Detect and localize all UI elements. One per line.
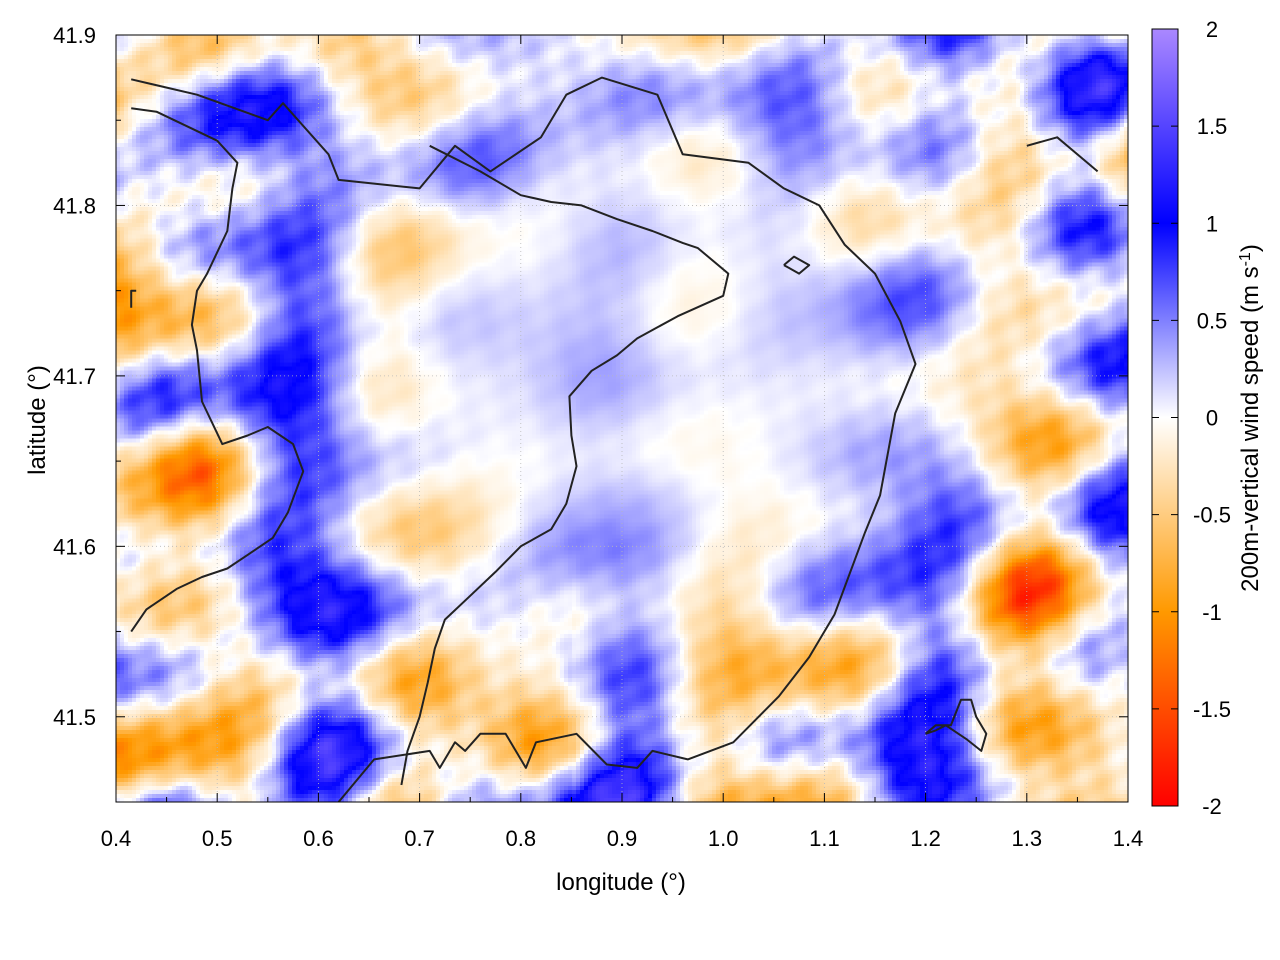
- contour-line: [783, 255, 811, 275]
- x-tick-label: 1.4: [1113, 826, 1144, 851]
- contour-lines: [130, 76, 1099, 802]
- colorbar-tick-label: -1: [1202, 600, 1222, 625]
- x-tick-label: 0.6: [303, 826, 334, 851]
- y-tick-label: 41.9: [53, 23, 96, 48]
- heatmap-field: [116, 35, 1128, 802]
- x-tick-label: 1.3: [1012, 826, 1043, 851]
- x-tick-label: 0.4: [101, 826, 132, 851]
- x-tick-label: 0.9: [607, 826, 638, 851]
- x-axis: 0.4 0.5 0.6 0.7 0.8 0.9 1.0 1.1 1.2 1.3 1.4: [101, 35, 1144, 851]
- heatmap-canvas: [116, 35, 1128, 802]
- colorbar-tick-label: -1.5: [1193, 697, 1231, 722]
- contour-line: [400, 144, 730, 786]
- colorbar-title-superscript: -1: [1237, 252, 1254, 266]
- colorbar-tick-label: -2: [1202, 794, 1222, 819]
- colorbar-tick-label: 0.5: [1197, 308, 1228, 333]
- x-tick-label: 1.0: [708, 826, 739, 851]
- y-tick-label: 41.7: [53, 364, 96, 389]
- x-tick-label: 1.2: [910, 826, 941, 851]
- y-tick-label: 41.8: [53, 193, 96, 218]
- colorbar-title-close: ): [1237, 244, 1264, 252]
- colorbar-title: 200m-vertical wind speed (m s-1): [1237, 244, 1265, 592]
- x-tick-label: 0.7: [404, 826, 435, 851]
- contour-line: [130, 289, 137, 308]
- colorbar-tick-label: 1: [1206, 211, 1218, 236]
- contour-line: [924, 698, 988, 752]
- x-tick-label: 0.8: [506, 826, 537, 851]
- x-tick-label: 0.5: [202, 826, 233, 851]
- contour-line: [130, 107, 305, 633]
- y-axis: 41.5 41.6 41.7 41.8 41.9: [53, 23, 1128, 730]
- y-tick-label: 41.6: [53, 534, 96, 559]
- contour-line: [130, 76, 917, 802]
- colorbar-tick-label: 1.5: [1197, 114, 1228, 139]
- y-tick-label: 41.5: [53, 705, 96, 730]
- colorbar-tick-label: 2: [1206, 17, 1218, 42]
- x-axis-title: longitude (°): [556, 869, 686, 896]
- y-axis-title: latitude (°): [24, 365, 51, 475]
- colorbar-ticks: -2 -1.5 -1 -0.5 0 0.5 1 1.5 2: [1152, 17, 1231, 819]
- colorbar-tick-label: -0.5: [1193, 503, 1231, 528]
- grid-lines: [116, 35, 1128, 802]
- contour-line: [1026, 136, 1099, 173]
- x-tick-label: 1.1: [809, 826, 840, 851]
- colorbar-tick-label: 0: [1206, 406, 1218, 431]
